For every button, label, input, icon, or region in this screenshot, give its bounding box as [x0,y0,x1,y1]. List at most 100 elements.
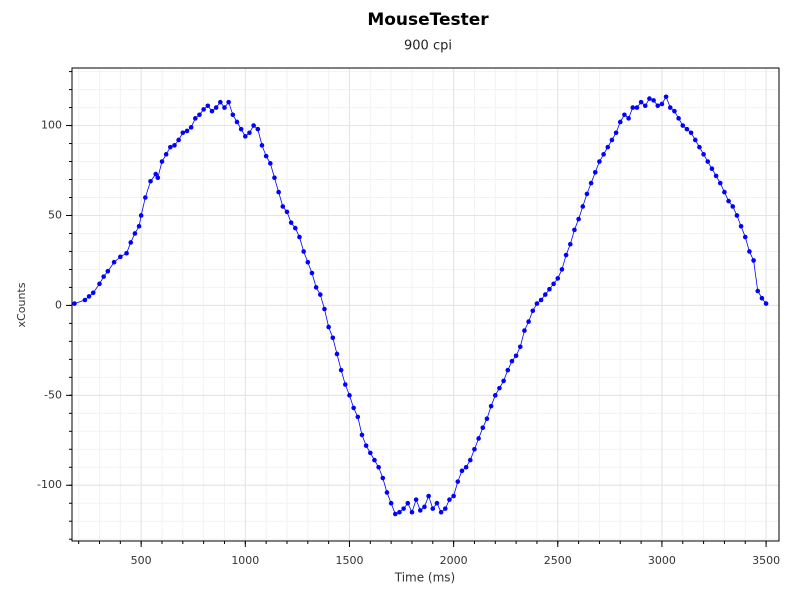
data-point [347,393,352,398]
data-point [622,112,627,118]
data-point [397,509,402,515]
data-point [563,252,569,258]
x-tick-label: 3500 [752,554,780,567]
data-point [663,94,669,100]
data-point [426,493,431,499]
data-point [188,125,194,130]
data-point [613,130,619,136]
data-point [597,159,602,164]
data-point [555,276,561,281]
data-point [384,490,390,495]
data-point [388,500,394,506]
data-point [305,259,311,265]
data-point [605,144,611,150]
data-point [509,358,515,364]
data-point [542,292,548,297]
data-point [301,249,306,254]
data-point [547,286,552,292]
y-axis-label: xCounts [15,282,28,327]
x-tick-label: 2500 [544,554,572,567]
data-point [209,108,215,114]
y-tick-label: -100 [37,478,62,491]
data-point [422,504,427,510]
data-point [180,130,186,136]
data-point [172,143,177,148]
data-point [759,295,765,301]
data-point [159,159,165,164]
data-point [401,506,406,511]
data-point [476,436,481,441]
data-point [284,209,290,215]
chart-subtitle: 900 cpi [404,39,452,54]
x-tick-label: 500 [131,554,152,567]
data-point [492,393,498,398]
data-point [567,241,573,247]
data-point [222,105,227,110]
data-point [522,328,527,333]
data-point [124,250,129,256]
data-point [322,306,327,312]
data-point [326,324,331,330]
data-point [405,500,411,506]
data-point [143,195,148,200]
data-point [588,180,594,186]
data-point [709,166,715,172]
data-point [680,123,686,128]
data-point [480,425,486,430]
data-point [184,128,190,134]
data-point [330,335,336,341]
x-tick-label: 1500 [335,554,363,567]
data-point [684,126,690,132]
x-tick-label: 1000 [231,554,259,567]
data-point [592,170,598,175]
data-point [763,301,769,306]
data-point [551,281,556,287]
data-point [505,367,511,373]
data-point [734,213,740,218]
data-point [722,189,727,195]
data-point [534,301,540,306]
data-point [272,175,277,181]
data-point [601,152,606,157]
data-point [355,414,361,420]
data-point [455,479,461,484]
data-point [630,105,636,110]
data-point [488,403,494,409]
data-point [692,137,698,143]
data-point [409,509,415,515]
data-point [243,134,248,139]
data-point [413,497,419,502]
data-point [309,270,315,276]
data-point [334,351,340,357]
data-point [343,382,348,387]
data-point [467,457,473,463]
data-point [247,130,252,136]
data-point [338,367,344,373]
data-point [72,301,77,306]
data-point [697,144,702,150]
data-point [642,103,648,109]
data-point [463,464,469,470]
data-point [638,99,644,105]
data-point [293,225,298,231]
data-point [197,112,202,118]
data-point [380,475,386,481]
data-point [647,96,652,101]
data-point [363,443,369,448]
data-point [434,500,440,506]
data-point [297,234,302,240]
data-point [392,511,398,517]
data-point [430,506,436,511]
data-point [688,130,694,136]
data-point [128,240,134,245]
data-point [90,290,96,296]
data-point [572,227,577,233]
data-point [726,198,731,204]
data-point [118,254,123,260]
data-point [417,508,423,513]
data-point [451,493,456,499]
data-point [251,123,256,128]
y-tick-label: -50 [44,388,62,401]
data-point [234,119,240,125]
